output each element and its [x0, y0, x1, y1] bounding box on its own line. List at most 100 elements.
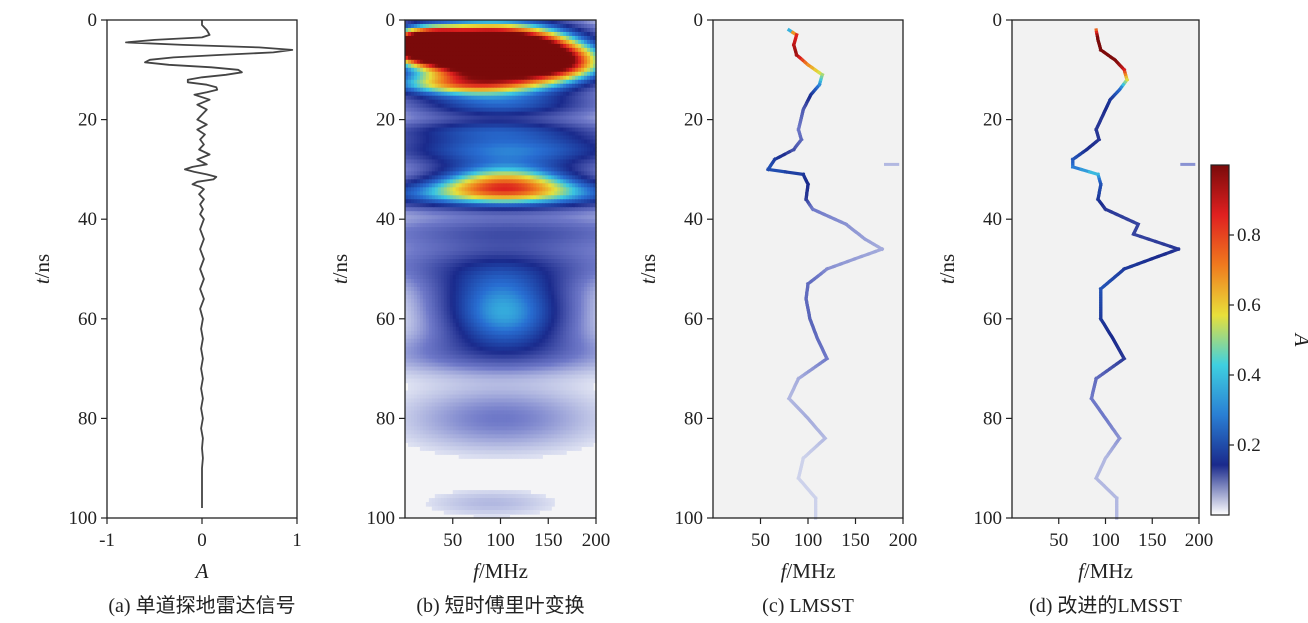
heatmap-cell	[572, 251, 576, 256]
heatmap-cell	[542, 267, 546, 272]
heatmap-cell	[506, 282, 511, 288]
heatmap-cell	[440, 179, 445, 184]
heatmap-cell	[518, 27, 522, 33]
heatmap-cell	[476, 318, 481, 324]
heatmap-cell	[557, 278, 561, 284]
heatmap-cell	[569, 187, 573, 192]
heatmap-cell	[449, 23, 454, 29]
heatmap-cell	[593, 139, 597, 145]
heatmap-cell	[512, 263, 517, 268]
heatmap-cell	[530, 115, 534, 121]
heatmap-cell	[587, 227, 591, 232]
heatmap-cell	[512, 231, 517, 236]
heatmap-cell	[557, 111, 561, 117]
heatmap-cell	[440, 310, 445, 316]
heatmap-cell	[512, 111, 517, 117]
heatmap-cell	[452, 235, 457, 240]
heatmap-cell	[560, 267, 564, 272]
heatmap-cell	[467, 259, 472, 264]
heatmap-cell	[434, 155, 439, 161]
heatmap-cell	[536, 243, 540, 248]
heatmap-cell	[452, 211, 457, 216]
heatmap-cell	[476, 199, 481, 204]
heatmap-cell	[419, 199, 424, 204]
heatmap-cell	[437, 111, 442, 117]
heatmap-cell	[500, 127, 505, 133]
heatmap-cell	[593, 71, 597, 77]
heatmap-cell	[464, 239, 469, 244]
heatmap-cell	[467, 239, 472, 244]
heatmap-cell	[578, 163, 582, 168]
heatmap-cell	[431, 131, 436, 137]
heatmap-cell	[405, 294, 409, 300]
heatmap-cell	[560, 286, 564, 292]
heatmap-cell	[485, 27, 490, 33]
heatmap-cell	[533, 187, 537, 192]
heatmap-cell	[482, 263, 487, 268]
heatmap-cell	[497, 326, 502, 332]
heatmap-cell	[503, 183, 508, 188]
heatmap-cell	[506, 302, 511, 308]
heatmap-cell	[476, 95, 481, 101]
heatmap-cell	[452, 259, 457, 264]
heatmap-cell	[584, 191, 588, 196]
heatmap-cell	[431, 39, 436, 45]
heatmap-cell	[590, 274, 594, 280]
heatmap-cell	[479, 47, 484, 53]
heatmap-cell	[536, 139, 540, 145]
heatmap-cell	[485, 95, 490, 101]
heatmap-cell	[542, 175, 546, 180]
heatmap-cell	[485, 223, 490, 228]
heatmap-cell	[566, 255, 570, 260]
heatmap-cell	[575, 20, 579, 25]
heatmap-cell	[425, 59, 430, 65]
heatmap-cell	[419, 223, 424, 228]
heatmap-cell	[452, 183, 457, 188]
heatmap-cell	[452, 310, 457, 316]
heatmap-cell	[500, 163, 505, 168]
heatmap-cell	[446, 227, 451, 232]
heatmap-cell	[419, 310, 424, 316]
heatmap-cell	[446, 79, 451, 85]
heatmap-cell	[413, 223, 418, 228]
heatmap-cell	[530, 71, 534, 77]
heatmap-cell	[572, 131, 576, 137]
heatmap-cell	[443, 215, 448, 220]
heatmap-cell	[449, 326, 454, 332]
heatmap-cell	[518, 139, 522, 145]
heatmap-cell	[560, 151, 564, 157]
heatmap-cell	[533, 175, 537, 180]
heatmap-cell	[434, 247, 439, 252]
heatmap-cell	[536, 31, 540, 37]
heatmap-cell	[539, 143, 543, 149]
heatmap-cell	[500, 119, 505, 125]
heatmap-cell	[407, 286, 412, 292]
heatmap-cell	[530, 147, 534, 153]
heatmap-cell	[405, 207, 409, 212]
heatmap-cell	[542, 302, 546, 308]
heatmap-cell	[506, 255, 511, 260]
heatmap-cell	[557, 119, 561, 125]
heatmap-cell	[503, 195, 508, 200]
heatmap-cell	[593, 227, 597, 232]
heatmap-cell	[584, 318, 588, 324]
heatmap-cell	[518, 143, 522, 149]
heatmap-cell	[587, 298, 591, 304]
heatmap-cell	[551, 39, 555, 45]
heatmap-cell	[509, 263, 514, 268]
heatmap-cell	[575, 231, 579, 236]
heatmap-cell	[491, 251, 496, 256]
heatmap-cell	[467, 135, 472, 141]
heatmap-cell	[572, 39, 576, 45]
heatmap-cell	[407, 278, 412, 284]
heatmap-cell	[488, 306, 493, 312]
heatmap-cell	[476, 294, 481, 300]
heatmap-cell	[533, 298, 537, 304]
heatmap-cell	[425, 263, 430, 268]
heatmap-cell	[485, 91, 490, 97]
heatmap-cell	[515, 259, 519, 264]
heatmap-cell	[566, 63, 570, 69]
heatmap-cell	[467, 310, 472, 316]
heatmap-cell	[407, 195, 412, 200]
heatmap-cell	[428, 203, 433, 208]
